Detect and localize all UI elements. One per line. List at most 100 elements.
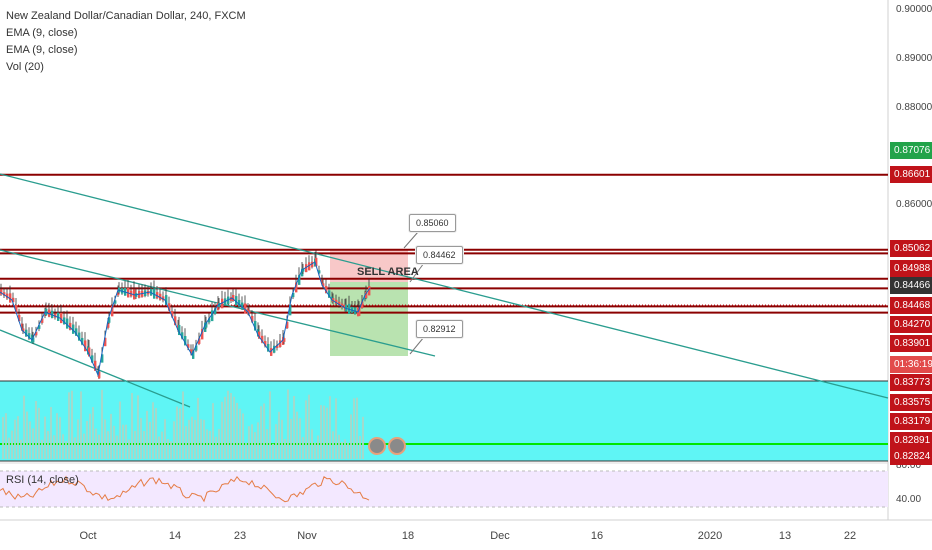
candle-body bbox=[35, 331, 38, 336]
candle-body bbox=[258, 331, 261, 339]
volume-bar bbox=[179, 408, 181, 459]
candle-body bbox=[66, 318, 69, 329]
candle-body bbox=[150, 288, 153, 296]
candle-body bbox=[261, 335, 264, 343]
trend-line-upper bbox=[0, 173, 889, 399]
candle-body bbox=[98, 371, 101, 379]
candle-body bbox=[114, 300, 117, 304]
x-label-22: 22 bbox=[843, 530, 857, 542]
volume-bar bbox=[215, 436, 217, 459]
candle-body bbox=[108, 317, 111, 323]
candle-body bbox=[270, 348, 273, 356]
candle-body bbox=[235, 296, 238, 306]
rsi-label-80: 80.00 bbox=[896, 460, 922, 471]
volume-bar bbox=[62, 434, 64, 459]
legend-ema-2[interactable]: EMA (9, close) bbox=[6, 44, 78, 56]
volume-bar bbox=[293, 396, 295, 459]
volume-bar bbox=[314, 442, 316, 459]
candle-body bbox=[181, 332, 184, 339]
replay-icon[interactable] bbox=[368, 437, 386, 455]
volume-bar bbox=[122, 424, 124, 459]
volume-bar bbox=[221, 401, 223, 459]
volume-bar bbox=[128, 439, 130, 459]
x-label-13: 13 bbox=[778, 530, 792, 542]
candle-body bbox=[101, 354, 104, 363]
volume-bar bbox=[212, 403, 214, 459]
candle-body bbox=[187, 344, 190, 348]
volume-bar bbox=[257, 422, 259, 459]
volume-bar bbox=[362, 416, 364, 459]
candle-body bbox=[298, 275, 301, 285]
candle-body bbox=[174, 316, 177, 326]
volume-bar bbox=[278, 411, 280, 459]
axis-label-0.90000: 0.90000 bbox=[896, 4, 932, 15]
volume-bar bbox=[242, 413, 244, 459]
volume-bar bbox=[56, 413, 58, 459]
candle-body bbox=[338, 301, 341, 306]
candle-body bbox=[279, 340, 282, 348]
volume-bar bbox=[296, 411, 298, 459]
volume-bar bbox=[113, 425, 115, 459]
callout-0.85060[interactable]: 0.85060 bbox=[409, 214, 456, 232]
candle-body bbox=[107, 323, 110, 328]
price-tag-0.82891: 0.82891 bbox=[890, 432, 932, 449]
axis-label-0.88000: 0.88000 bbox=[896, 102, 932, 113]
candle-body bbox=[315, 257, 318, 267]
axis-label-0.86000: 0.86000 bbox=[896, 199, 932, 210]
volume-bar bbox=[86, 420, 88, 459]
volume-bar bbox=[11, 430, 13, 459]
volume-bar bbox=[89, 413, 91, 459]
candle-body bbox=[72, 324, 75, 334]
candle-body bbox=[325, 286, 328, 293]
price-tag-0.82824: 0.82824 bbox=[890, 448, 932, 465]
volume-bar bbox=[329, 396, 331, 459]
candle-body bbox=[84, 340, 87, 352]
candle-body bbox=[6, 293, 9, 299]
candle-body bbox=[168, 303, 171, 311]
candle-body bbox=[241, 302, 244, 310]
volume-bar bbox=[143, 431, 145, 459]
candle-body bbox=[305, 264, 308, 273]
volume-bar bbox=[107, 431, 109, 459]
volume-bar bbox=[71, 390, 73, 459]
candle-body bbox=[28, 333, 31, 339]
candle-body bbox=[12, 297, 15, 303]
replay-icon-2[interactable] bbox=[388, 437, 406, 455]
candle-body bbox=[273, 345, 276, 353]
volume-bar bbox=[167, 439, 169, 459]
callout-0.82912[interactable]: 0.82912 bbox=[416, 320, 463, 338]
volume-bar bbox=[188, 419, 190, 459]
candle-body bbox=[224, 298, 227, 306]
volume-bar bbox=[263, 403, 265, 459]
rsi-legend[interactable]: RSI (14, close) bbox=[6, 474, 79, 486]
candle-body bbox=[208, 318, 211, 323]
candle-body bbox=[301, 268, 304, 277]
candle-body bbox=[238, 299, 241, 307]
price-tag-0.86601: 0.86601 bbox=[890, 166, 932, 183]
legend-title: New Zealand Dollar/Canadian Dollar, 240,… bbox=[6, 10, 246, 22]
candle-body bbox=[184, 336, 187, 346]
volume-bar bbox=[182, 391, 184, 459]
x-label-2020: 2020 bbox=[697, 530, 723, 542]
legend-ema-1[interactable]: EMA (9, close) bbox=[6, 27, 78, 39]
x-label-16: 16 bbox=[590, 530, 604, 542]
callout-0.84462[interactable]: 0.84462 bbox=[416, 246, 463, 264]
candle-body bbox=[322, 283, 325, 287]
candle-body bbox=[195, 345, 198, 351]
volume-bar bbox=[347, 442, 349, 459]
volume-bar bbox=[281, 419, 283, 459]
volume-bar bbox=[158, 436, 160, 459]
volume-bar bbox=[59, 417, 61, 459]
volume-bar bbox=[191, 416, 193, 459]
rsi-label-40: 40.00 bbox=[896, 494, 922, 505]
volume-bar bbox=[38, 407, 40, 459]
callout-connector-1 bbox=[403, 231, 419, 249]
volume-bar bbox=[197, 397, 199, 459]
rsi-band bbox=[0, 471, 888, 507]
candle-body bbox=[328, 290, 331, 298]
volume-bar bbox=[2, 417, 4, 459]
candle-body bbox=[88, 347, 91, 357]
legend-volume[interactable]: Vol (20) bbox=[6, 61, 44, 73]
